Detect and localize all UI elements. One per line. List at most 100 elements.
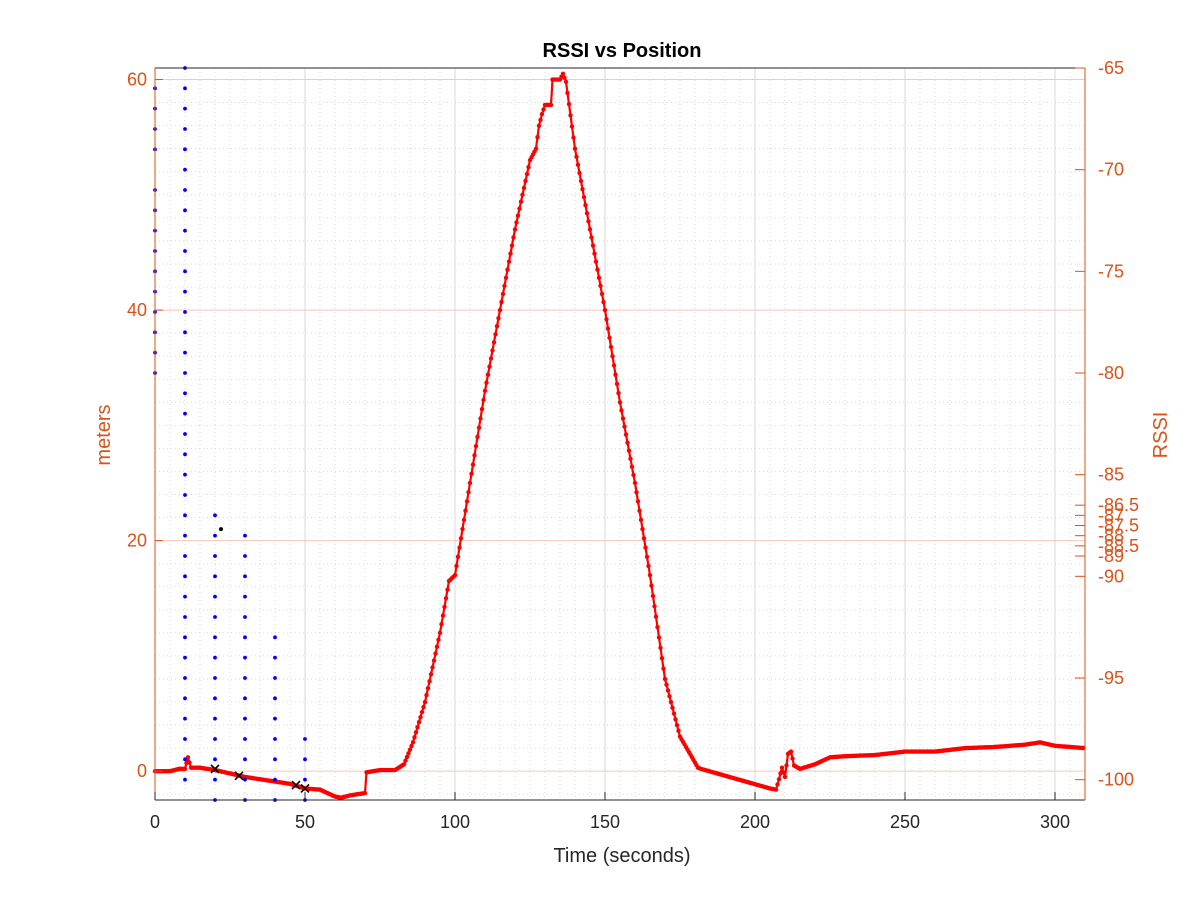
position-point	[502, 283, 507, 289]
position-point	[775, 782, 780, 787]
position-point	[644, 554, 650, 559]
position-point	[593, 259, 599, 264]
position-point	[592, 251, 597, 256]
rssi-point	[183, 249, 187, 253]
rssi-point	[183, 554, 187, 558]
x-tick-label: 50	[295, 812, 315, 832]
position-point	[608, 344, 614, 350]
x-tick-label: 150	[590, 812, 620, 832]
position-point	[419, 709, 425, 715]
position-point	[574, 154, 579, 159]
grid	[154, 68, 1085, 800]
position-point	[670, 705, 675, 710]
position-point	[485, 372, 491, 377]
position-point	[629, 464, 635, 470]
rssi-point	[243, 533, 247, 538]
rssi-point	[183, 676, 187, 680]
position-point	[475, 434, 480, 440]
position-point	[509, 243, 515, 248]
position-point	[661, 666, 666, 671]
rssi-point	[273, 777, 277, 782]
position-point	[490, 348, 495, 353]
position-point	[604, 317, 609, 322]
position-point	[649, 583, 654, 588]
cross-marker	[234, 771, 244, 781]
position-point	[415, 725, 420, 730]
rssi-point	[183, 635, 187, 640]
y-right-tick-label: -87.5	[1098, 516, 1139, 536]
position-point	[515, 213, 521, 218]
rssi-point	[183, 269, 187, 274]
position-point	[653, 614, 659, 619]
position-point	[773, 787, 779, 792]
position-point	[623, 432, 629, 437]
position-point	[464, 499, 470, 504]
position-point	[662, 676, 668, 682]
position-point	[517, 206, 522, 211]
position-point	[665, 688, 671, 693]
position-point	[643, 545, 648, 550]
position-point	[560, 71, 566, 76]
position-point	[626, 448, 632, 453]
position-point	[454, 563, 459, 569]
rssi-point	[243, 777, 247, 782]
position-point	[457, 545, 462, 550]
position-point	[476, 425, 482, 430]
position-point	[182, 766, 188, 772]
position-point	[440, 613, 446, 618]
position-point	[610, 353, 615, 359]
position-point	[614, 381, 620, 387]
position-point	[535, 134, 540, 140]
position-point	[659, 656, 665, 661]
position-point	[518, 199, 524, 204]
position-point	[443, 596, 449, 601]
rssi-point	[213, 696, 217, 701]
rssi-point	[183, 493, 187, 497]
y-left-tick-label: 60	[127, 70, 147, 90]
position-point	[403, 758, 408, 763]
position-point	[431, 658, 437, 663]
position-point	[505, 267, 510, 272]
position-point	[511, 235, 516, 240]
position-point	[595, 267, 600, 272]
rssi-point	[183, 350, 187, 355]
rssi-point	[183, 777, 187, 782]
position-point	[668, 699, 674, 705]
rssi-point	[243, 696, 247, 701]
position-point	[523, 178, 528, 184]
rssi-point	[183, 147, 187, 152]
position-point	[491, 340, 497, 345]
position-series-line	[155, 72, 1086, 799]
y-right-tick-label: -80	[1098, 363, 1124, 383]
rssi-point	[213, 594, 217, 599]
position-point	[548, 102, 554, 108]
position-point	[506, 259, 512, 264]
rssi-point	[183, 391, 187, 396]
position-point	[619, 408, 624, 413]
position-point	[428, 672, 434, 677]
position-point	[433, 651, 438, 656]
position-point	[635, 499, 641, 504]
position-point	[673, 717, 678, 722]
position-point	[562, 75, 567, 80]
rssi-point	[213, 554, 217, 558]
position-point	[781, 770, 786, 775]
y-right-tick-label: -88	[1098, 526, 1124, 546]
rssi-point	[183, 615, 187, 619]
position-point	[776, 777, 782, 782]
position-point	[466, 490, 471, 495]
x-tick-label: 200	[740, 812, 770, 832]
position-point	[439, 622, 444, 627]
position-point	[424, 692, 429, 698]
y-axis-right-label: RSSI	[1150, 412, 1172, 459]
x-axis-label: Time (seconds)	[553, 845, 690, 867]
y-left-tick-label: 20	[127, 531, 147, 551]
rssi-point	[183, 432, 187, 436]
y-right-tick-label: -86.5	[1098, 495, 1139, 515]
position-point	[784, 763, 789, 768]
rssi-point	[183, 310, 187, 314]
position-point	[481, 397, 486, 403]
rssi-point	[273, 757, 277, 762]
position-point	[566, 101, 572, 107]
